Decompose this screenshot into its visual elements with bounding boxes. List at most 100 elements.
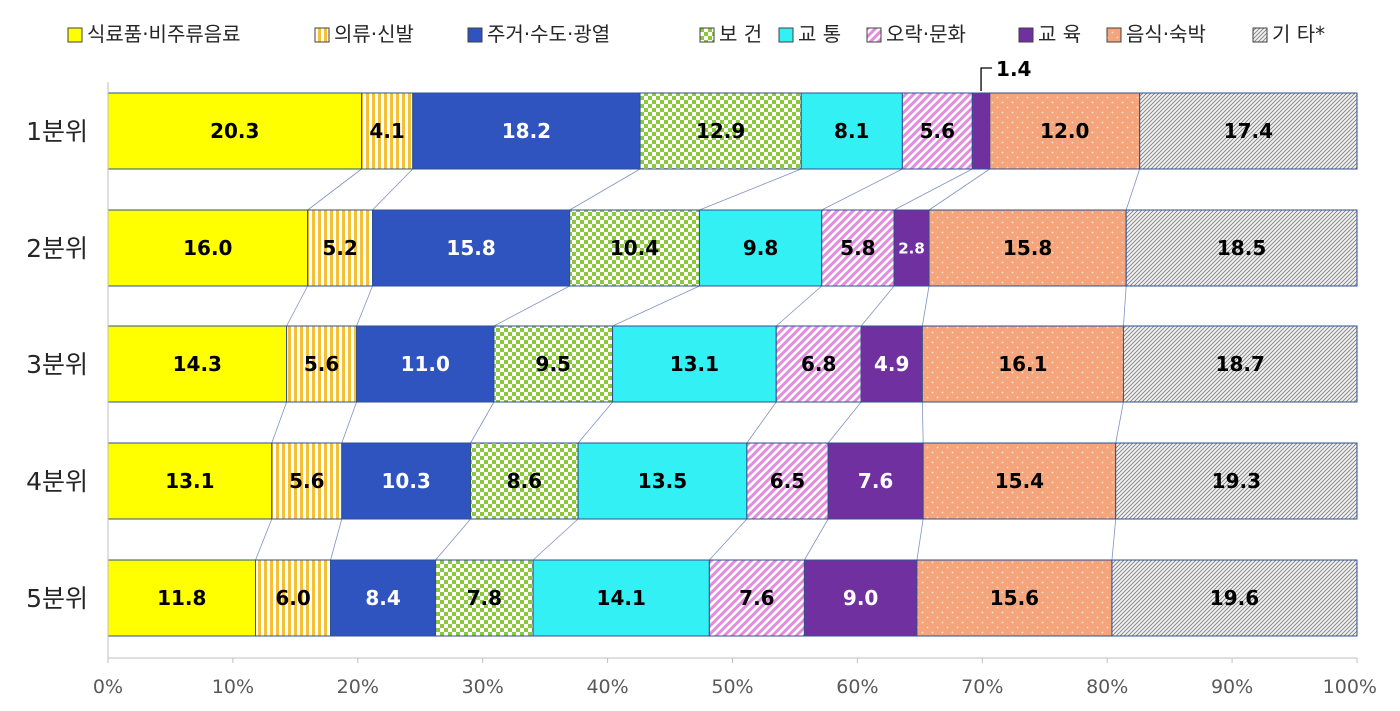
data-label: 15.8: [1003, 236, 1052, 260]
data-label: 10.4: [610, 236, 659, 260]
legend-swatch: [1252, 27, 1268, 43]
bar-segment: [1122, 325, 1358, 403]
legend-swatch: [467, 27, 483, 43]
connector-line: [330, 518, 343, 561]
data-label: 6.5: [770, 469, 805, 493]
connector-line: [1123, 285, 1127, 327]
connector-line: [356, 285, 373, 327]
bar-segment: [860, 325, 923, 403]
connector-line: [532, 518, 579, 561]
data-label: 8.6: [507, 469, 542, 493]
data-label: 12.0: [1040, 119, 1089, 143]
connector-line: [569, 168, 641, 211]
bar-segment: [255, 559, 332, 637]
y-tick-label: 2분위: [26, 234, 88, 263]
bar-segment: [435, 559, 534, 637]
data-label: 7.6: [739, 586, 774, 610]
data-label: 4.1: [369, 119, 404, 143]
y-tick-label: 3분위: [26, 350, 88, 379]
bar-segment: [569, 209, 700, 287]
bar-segment: [1139, 92, 1358, 170]
x-tick-label: 20%: [337, 676, 379, 698]
connector-line: [804, 518, 829, 561]
x-tick-label: 10%: [212, 676, 254, 698]
bar-segment: [470, 442, 579, 520]
legend-item: 보 건: [699, 22, 762, 46]
legend-label: 보 건: [719, 22, 762, 46]
data-label: 5.6: [920, 119, 955, 143]
bar-segment: [746, 442, 829, 520]
bar-segment: [916, 559, 1113, 637]
bar-segment: [612, 325, 777, 403]
connector-line: [612, 285, 700, 327]
data-label: 18.5: [1217, 236, 1266, 260]
legend-item: 오락·문화: [866, 22, 966, 46]
legend-swatch: [778, 27, 794, 43]
data-label: 6.0: [275, 586, 310, 610]
bar-segment: [341, 442, 472, 520]
connector-line: [921, 285, 930, 327]
bar-segment: [893, 209, 930, 287]
bar-segment: [1115, 442, 1358, 520]
callout-leader-line: [980, 67, 993, 91]
legend-label: 주거·수도·광열: [487, 22, 610, 46]
bar-segment: [775, 325, 862, 403]
data-label: 8.1: [834, 119, 869, 143]
legend-swatch: [699, 27, 715, 43]
bar-segment: [971, 92, 991, 170]
data-label: 15.6: [990, 586, 1039, 610]
data-label: 8.4: [365, 586, 400, 610]
callout-label: 1.4: [996, 57, 1031, 81]
connector-line: [577, 401, 613, 444]
data-label: 18.2: [502, 119, 551, 143]
bar-segment: [532, 559, 710, 637]
data-label: 19.3: [1212, 469, 1261, 493]
data-label: 5.6: [289, 469, 324, 493]
connector-line: [775, 285, 822, 327]
data-label: 20.3: [210, 119, 259, 143]
chart-bars: 20.3 4.1 18.2 12.9 8.1 5.6 12.0 17.4 16.0 5.2 15.8…: [107, 92, 1358, 637]
data-label: 11.8: [157, 586, 206, 610]
connector-line: [307, 168, 362, 211]
legend-item: 교 육: [1018, 22, 1081, 46]
connector-line: [893, 168, 973, 211]
data-label: 9.0: [843, 586, 878, 610]
connector-line: [821, 168, 903, 211]
legend-label: 식료품·비주류음료: [87, 22, 241, 46]
data-label: 12.9: [696, 119, 745, 143]
data-label: 5.6: [304, 352, 339, 376]
legend-item: 교 통: [778, 22, 841, 46]
legend-swatch: [67, 27, 83, 43]
bar-segment: [356, 325, 495, 403]
connector-line: [860, 285, 895, 327]
connector-line: [916, 518, 924, 561]
legend-label: 의류·신발: [334, 22, 414, 46]
data-label: 17.4: [1224, 119, 1273, 143]
data-label: 5.2: [322, 236, 357, 260]
connector-line: [271, 401, 287, 444]
data-label: 7.6: [858, 469, 893, 493]
data-label: 13.1: [670, 352, 719, 376]
bar-segment: [493, 325, 614, 403]
data-label: 18.7: [1216, 352, 1265, 376]
chart-annotations: 1.4: [980, 57, 1031, 91]
connector-line: [746, 401, 777, 444]
x-tick-label: 0%: [93, 676, 123, 698]
data-label: 14.3: [173, 352, 222, 376]
x-tick-label: 30%: [462, 676, 504, 698]
x-tick-label: 50%: [711, 676, 753, 698]
data-label: 7.8: [467, 586, 502, 610]
connector-line: [286, 285, 308, 327]
data-label: 15.8: [446, 236, 495, 260]
x-tick-label: 100%: [1323, 676, 1377, 698]
connector-line: [341, 401, 357, 444]
chart-legend: 식료품·비주류음료 의류·신발 주거·수도·광열 보 건 교 통 오락·문화 교 육 음식·숙…: [67, 22, 1325, 46]
bar-segment: [922, 442, 1117, 520]
bar-segment: [989, 92, 1141, 170]
x-tick-label: 90%: [1211, 676, 1253, 698]
bar-segment: [800, 92, 903, 170]
data-label: 14.1: [597, 586, 646, 610]
legend-swatch: [1106, 27, 1122, 43]
data-label: 2.8: [898, 239, 925, 257]
